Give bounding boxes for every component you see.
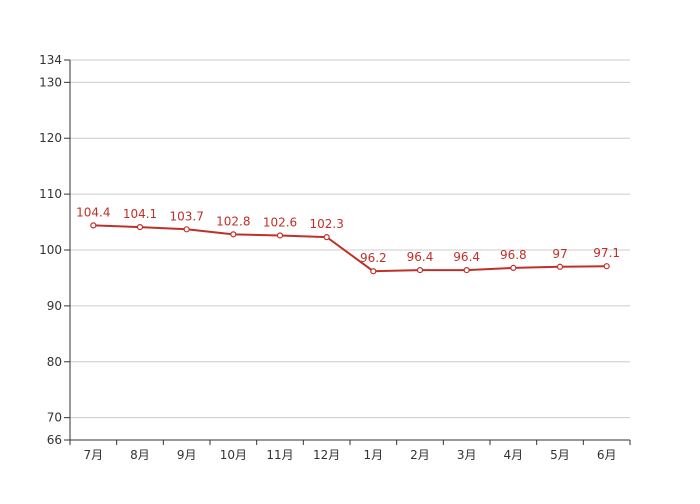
x-tick-label: 2月 [410,448,430,462]
y-tick-label: 80 [47,355,62,369]
data-point [230,231,237,238]
y-tick-label: 134 [39,53,62,67]
x-tick-label: 6月 [597,448,617,462]
data-label: 96.4 [407,250,434,264]
data-label: 96.2 [360,251,387,265]
x-tick-label: 11月 [266,448,293,462]
x-tick-label: 1月 [364,448,384,462]
x-tick-label: 3月 [457,448,477,462]
y-tick-label: 100 [39,243,62,257]
y-tick-label: 120 [39,131,62,145]
x-tick-label: 8月 [130,448,150,462]
series-line [93,224,607,273]
y-tick-label: 110 [39,187,62,201]
data-point [323,234,330,241]
x-tick-label: 7月 [84,448,104,462]
data-point [463,267,470,274]
data-label: 97 [552,247,567,261]
data-label: 97.1 [593,246,620,260]
data-label: 104.1 [123,207,157,221]
data-point [276,232,284,239]
data-point [136,223,144,231]
data-label: 96.4 [453,250,480,264]
data-label: 102.8 [216,214,250,228]
x-tick-label: 4月 [504,448,524,462]
data-labels: 104.4 104.1 103.7 102.8 102.6 102.3 96.2 96.4 96… [76,205,620,265]
y-tick-label: 90 [47,299,62,313]
data-point [183,226,190,233]
x-tick-label: 5月 [550,448,570,462]
data-point [370,268,377,275]
gridlines [70,59,630,419]
x-tick-label: 12月 [313,448,340,462]
data-label: 104.4 [76,205,110,219]
data-point [603,263,610,270]
y-tick-label: 70 [47,411,62,425]
x-tick-label: 9月 [177,448,197,462]
data-point [416,267,424,274]
y-tick-label: 130 [39,75,62,89]
y-tick-label: 66 [47,433,62,447]
axes: 66 70 80 90 100 110 120 130 134 7月 8月 9月 10月 11月 12月 1月… [39,53,631,462]
data-label: 102.3 [309,217,343,231]
data-label: 96.8 [500,248,527,262]
data-point [90,222,97,229]
x-tick-label: 10月 [220,448,247,462]
series-layer [90,222,610,275]
data-point [556,263,564,270]
data-label: 103.7 [169,209,203,223]
data-label: 102.6 [263,215,297,229]
data-point [510,264,517,271]
